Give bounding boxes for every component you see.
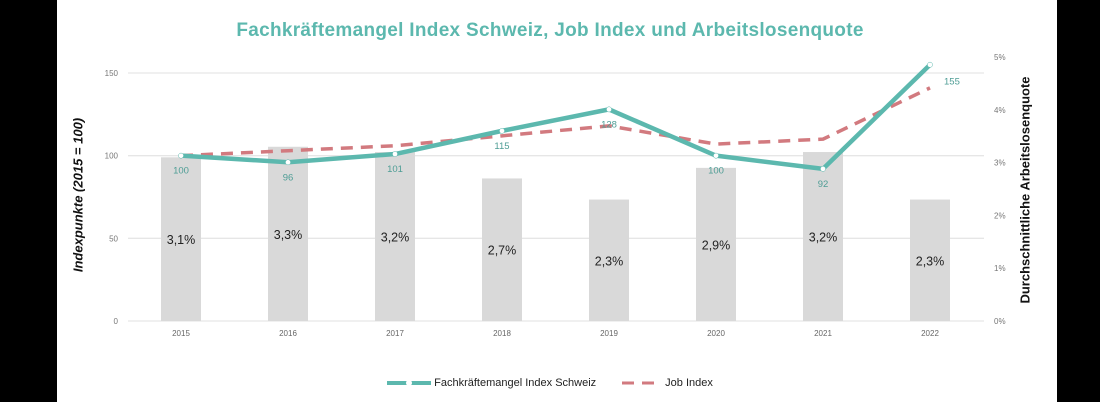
x-tick-label: 2018 bbox=[493, 329, 511, 338]
line-data-label: 115 bbox=[494, 141, 509, 152]
y2-tick-label: 3% bbox=[994, 159, 1006, 168]
bar bbox=[910, 199, 950, 321]
y-tick-label: 0 bbox=[114, 317, 119, 326]
bar-data-label: 2,9% bbox=[702, 238, 731, 252]
data-point bbox=[392, 151, 398, 157]
y2-tick-label: 4% bbox=[994, 106, 1006, 115]
x-tick-label: 2022 bbox=[921, 329, 939, 338]
series-line-fachkraefte-index bbox=[180, 63, 932, 172]
bar bbox=[161, 157, 201, 321]
bar-data-label: 2,3% bbox=[916, 254, 945, 268]
line-data-label: 96 bbox=[283, 172, 294, 183]
data-point bbox=[499, 128, 505, 134]
x-tick-label: 2019 bbox=[600, 329, 618, 338]
legend-item-fachkraefte[interactable]: Fachkräftemangel Index Schweiz bbox=[387, 377, 596, 389]
bar-data-label: 2,7% bbox=[488, 244, 517, 258]
line-data-label: 155 bbox=[944, 77, 960, 88]
legend-label: Fachkräftemangel Index Schweiz bbox=[434, 377, 597, 389]
legend-item-job-index[interactable]: Job Index bbox=[622, 377, 713, 389]
bar bbox=[696, 167, 736, 321]
line-data-label: 92 bbox=[818, 179, 829, 190]
y-tick-label: 50 bbox=[109, 234, 118, 243]
x-tick-label: 2016 bbox=[279, 329, 297, 338]
line-data-label: 101 bbox=[387, 164, 403, 175]
bar bbox=[803, 152, 843, 321]
data-point bbox=[820, 166, 826, 172]
bar-data-label: 3,2% bbox=[809, 231, 838, 245]
bar bbox=[268, 146, 308, 321]
y2-tick-label: 0% bbox=[994, 317, 1006, 326]
y2-tick-label: 1% bbox=[994, 264, 1006, 273]
y2-tick-label: 5% bbox=[994, 53, 1006, 62]
y-tick-label: 100 bbox=[105, 152, 119, 161]
x-tick-label: 2021 bbox=[814, 329, 832, 338]
data-point bbox=[178, 152, 184, 159]
x-tick-label: 2020 bbox=[707, 329, 725, 338]
bar-data-label: 2,3% bbox=[595, 254, 624, 268]
legend: Fachkräftemangel Index Schweiz Job Index bbox=[0, 377, 1100, 389]
y-tick-label: 150 bbox=[105, 69, 119, 78]
y-axis-label-right: Durchschnittliche Arbeitslosenquote bbox=[1017, 76, 1033, 304]
bar bbox=[482, 178, 522, 321]
legend-swatch-dashed-line bbox=[622, 381, 663, 385]
bar bbox=[589, 199, 629, 321]
legend-label: Job Index bbox=[665, 377, 713, 389]
bar-data-label: 3,3% bbox=[274, 228, 303, 242]
bar-data-label: 3,2% bbox=[381, 231, 410, 245]
data-point bbox=[927, 61, 933, 68]
series-line-job-index bbox=[180, 86, 931, 158]
data-point bbox=[285, 159, 291, 166]
line-data-label: 128 bbox=[601, 119, 617, 130]
data-point bbox=[606, 106, 612, 113]
data-point bbox=[713, 152, 719, 159]
chart-title: Fachkräftemangel Index Schweiz, Job Inde… bbox=[236, 20, 864, 41]
y-axis-label-left: Indexpunkte (2015 = 100) bbox=[70, 117, 86, 273]
bar-data-label: 3,1% bbox=[167, 233, 196, 247]
line-data-label: 100 bbox=[708, 166, 724, 177]
legend-swatch-solid-line bbox=[387, 380, 432, 386]
x-tick-label: 2017 bbox=[386, 329, 404, 338]
x-tick-label: 2015 bbox=[172, 329, 190, 338]
bar bbox=[375, 152, 415, 321]
line-data-label: 100 bbox=[173, 166, 189, 177]
y2-tick-label: 2% bbox=[994, 211, 1006, 220]
chart-panel bbox=[57, 0, 1057, 402]
